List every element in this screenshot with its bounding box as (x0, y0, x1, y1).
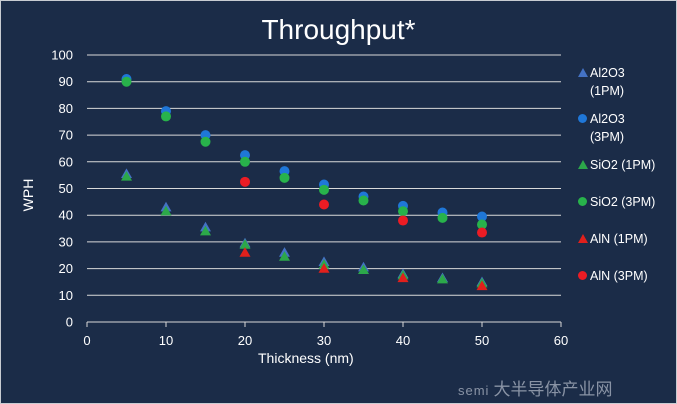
axes (86, 321, 562, 327)
legend-item: AlN (1PM) (578, 230, 673, 248)
legend-label: SiO2 (1PM) (590, 158, 656, 172)
legend-label: AlN (3PM) (590, 269, 648, 283)
y-tick-label: 10 (59, 288, 73, 303)
circle-point (319, 199, 329, 210)
legend-label: Al2O3 (590, 66, 625, 80)
triangle-marker-icon (578, 68, 588, 77)
y-tick-label: 90 (59, 74, 73, 89)
data-points (121, 74, 488, 291)
triangle-marker-icon (578, 160, 588, 169)
y-axis-title: WPH (20, 178, 36, 212)
y-tick-label: 60 (59, 154, 73, 169)
triangle-point (318, 263, 330, 273)
triangle-point (358, 264, 369, 275)
y-tick-label: 30 (59, 234, 73, 249)
legend-item: SiO2 (3PM) (578, 193, 673, 211)
circle-point (161, 111, 171, 122)
circle-point (279, 172, 290, 183)
x-tick-label: 20 (238, 333, 252, 348)
legend-item: SiO2 (1PM) (578, 156, 673, 174)
circle-point (477, 211, 487, 222)
y-tick-label: 50 (59, 181, 73, 196)
y-tick-label: 0 (66, 315, 73, 330)
watermark-text: 大半导体产业网 (493, 380, 613, 399)
x-tick-label: 0 (83, 333, 90, 348)
x-tick-label: 50 (475, 333, 489, 348)
y-tick-label: 80 (59, 101, 73, 116)
x-tick-label: 10 (159, 333, 173, 348)
x-tick-label: 30 (317, 333, 331, 348)
triangle-marker-icon (578, 234, 588, 243)
legend-label: SiO2 (3PM) (590, 195, 656, 209)
circle-point (477, 219, 487, 230)
legend-label: (3PM) (590, 130, 625, 144)
y-tick-label: 20 (59, 261, 73, 276)
legend-item: Al2O3 (1PM) (578, 64, 673, 100)
watermark-logo: semi (458, 383, 490, 398)
circle-point (240, 176, 250, 187)
circle-point (358, 195, 369, 206)
triangle-point (279, 251, 290, 261)
y-tick-label: 100 (51, 48, 73, 63)
watermark: semi 大半导体产业网 (458, 375, 612, 400)
x-tick-label: 60 (554, 333, 568, 348)
y-tick-label: 70 (59, 128, 73, 143)
triangle-point (160, 205, 172, 216)
x-tick-label: 40 (396, 333, 410, 348)
legend-item: AlN (3PM) (578, 267, 673, 285)
tick-labels: 0 10 20 30 40 50 60 70 80 90 100 0 10 20 30 40 50 60 (51, 48, 568, 349)
x-axis-title: Thickness (nm) (258, 350, 354, 366)
triangle-point (437, 273, 448, 284)
triangle-point (239, 247, 251, 257)
triangle-point (476, 280, 488, 291)
triangle-point (397, 272, 409, 283)
circle-point (121, 76, 132, 87)
circle-point (398, 215, 408, 226)
legend-label: (1PM) (590, 84, 625, 98)
circle-point (437, 212, 448, 223)
circle-point (398, 206, 408, 217)
legend: Al2O3 (1PM) Al2O3 (3PM) SiO2 (1PM) SiO2 (3PM)… (578, 64, 673, 304)
circle-point (240, 156, 250, 167)
triangle-point (200, 225, 211, 236)
legend-label: AlN (1PM) (590, 232, 648, 246)
circle-point (477, 227, 487, 238)
y-tick-label: 40 (59, 208, 73, 223)
legend-item: Al2O3 (3PM) (578, 110, 673, 146)
triangle-point (239, 239, 251, 249)
chart-title: Throughput* (261, 14, 416, 45)
circle-point (200, 136, 211, 147)
circle-marker-icon (578, 271, 587, 280)
circle-marker-icon (578, 114, 587, 123)
circle-point (319, 184, 329, 195)
triangle-point (121, 170, 132, 181)
legend-label: Al2O3 (590, 112, 625, 126)
circle-marker-icon (578, 197, 587, 206)
